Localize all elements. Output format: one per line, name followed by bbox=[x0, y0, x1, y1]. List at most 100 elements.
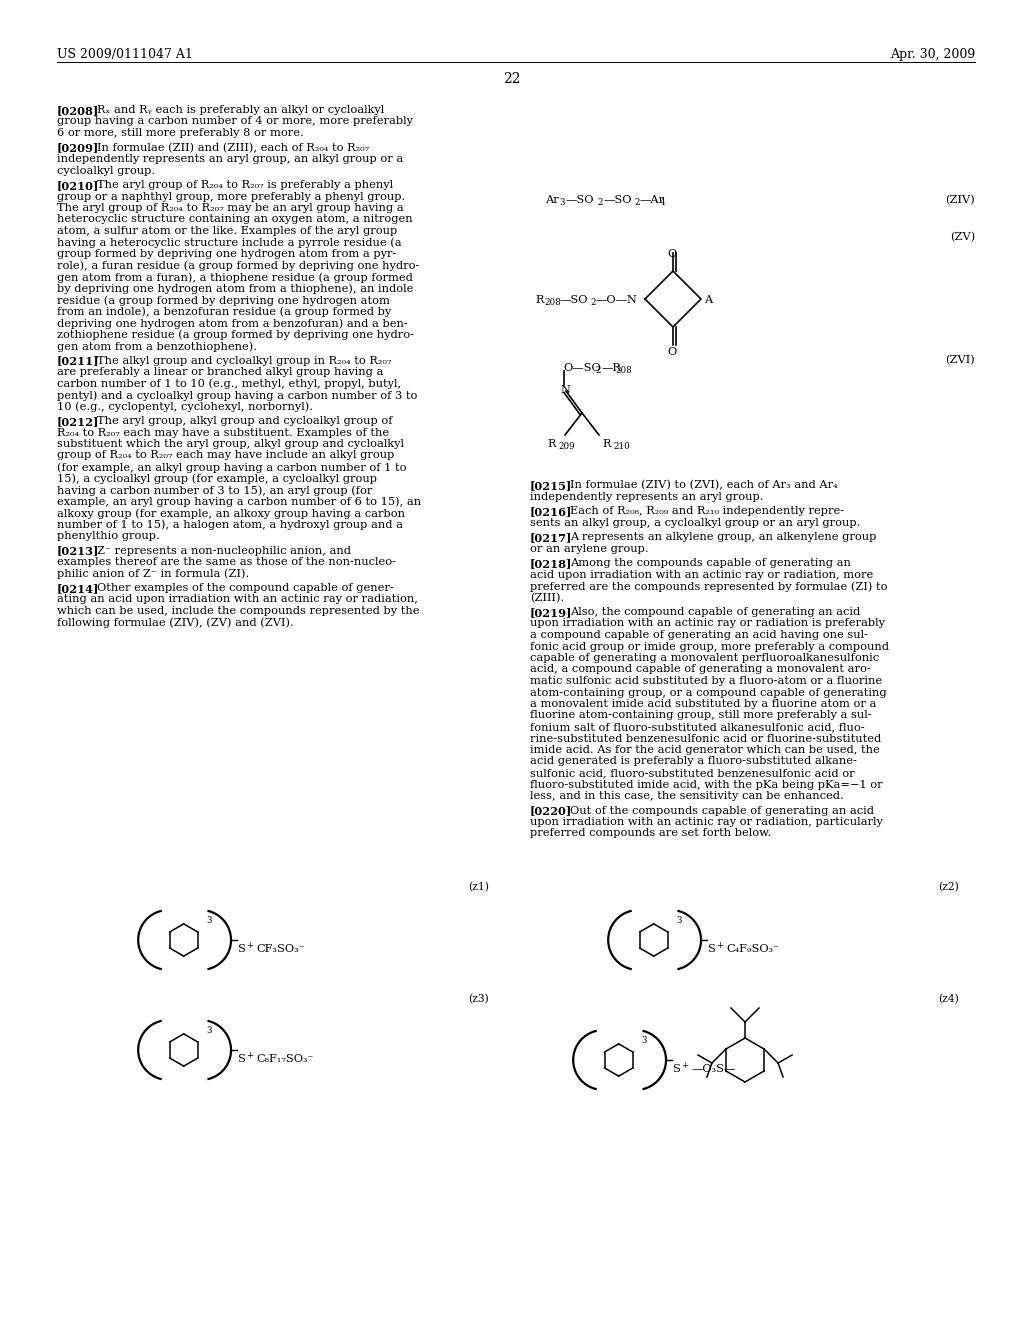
Text: imide acid. As for the acid generator which can be used, the: imide acid. As for the acid generator wh… bbox=[530, 744, 880, 755]
Text: depriving one hydrogen atom from a benzofuran) and a ben-: depriving one hydrogen atom from a benzo… bbox=[57, 318, 408, 329]
Text: O—SO: O—SO bbox=[563, 363, 601, 374]
Text: 208: 208 bbox=[615, 366, 632, 375]
Text: (for example, an alkyl group having a carbon number of 1 to: (for example, an alkyl group having a ca… bbox=[57, 462, 407, 473]
Text: 22: 22 bbox=[503, 73, 521, 86]
Text: fonium salt of fluoro-substituted alkanesulfonic acid, fluo-: fonium salt of fluoro-substituted alkane… bbox=[530, 722, 864, 733]
Text: (z3): (z3) bbox=[468, 994, 488, 1005]
Text: 15), a cycloalkyl group (for example, a cycloalkyl group: 15), a cycloalkyl group (for example, a … bbox=[57, 474, 377, 484]
Text: from an indole), a benzofuran residue (a group formed by: from an indole), a benzofuran residue (a… bbox=[57, 306, 391, 317]
Text: capable of generating a monovalent perfluoroalkanesulfonic: capable of generating a monovalent perfl… bbox=[530, 653, 880, 663]
Text: In formulae (ZIV) to (ZVI), each of Ar₃ and Ar₄: In formulae (ZIV) to (ZVI), each of Ar₃ … bbox=[570, 480, 838, 490]
Text: R: R bbox=[535, 294, 544, 305]
Text: are preferably a linear or branched alkyl group having a: are preferably a linear or branched alky… bbox=[57, 367, 383, 378]
Text: US 2009/0111047 A1: US 2009/0111047 A1 bbox=[57, 48, 193, 61]
Text: or an arylene group.: or an arylene group. bbox=[530, 544, 648, 553]
Text: ating an acid upon irradiation with an actinic ray or radiation,: ating an acid upon irradiation with an a… bbox=[57, 594, 418, 605]
Text: [0212]: [0212] bbox=[57, 416, 99, 426]
Text: 3: 3 bbox=[677, 916, 682, 925]
Text: fonic acid group or imide group, more preferably a compound: fonic acid group or imide group, more pr… bbox=[530, 642, 889, 652]
Text: [0220]: [0220] bbox=[530, 805, 572, 817]
Text: atom-containing group, or a compound capable of generating: atom-containing group, or a compound cap… bbox=[530, 688, 887, 697]
Text: pentyl) and a cycloalkyl group having a carbon number of 3 to: pentyl) and a cycloalkyl group having a … bbox=[57, 389, 418, 400]
Text: (ZV): (ZV) bbox=[949, 232, 975, 243]
Text: S: S bbox=[238, 944, 246, 954]
Text: group having a carbon number of 4 or more, more preferably: group having a carbon number of 4 or mor… bbox=[57, 116, 413, 127]
Text: The aryl group of R₂₀₄ to R₂₀₇ is preferably a phenyl: The aryl group of R₂₀₄ to R₂₀₇ is prefer… bbox=[97, 180, 393, 190]
Text: acid generated is preferably a fluoro-substituted alkane-: acid generated is preferably a fluoro-su… bbox=[530, 756, 857, 767]
Text: carbon number of 1 to 10 (e.g., methyl, ethyl, propyl, butyl,: carbon number of 1 to 10 (e.g., methyl, … bbox=[57, 379, 401, 389]
Text: gen atom from a furan), a thiophene residue (a group formed: gen atom from a furan), a thiophene resi… bbox=[57, 272, 413, 282]
Text: R: R bbox=[547, 440, 555, 449]
Text: 4: 4 bbox=[660, 198, 666, 207]
Text: 2: 2 bbox=[590, 298, 596, 308]
Text: 2: 2 bbox=[597, 198, 602, 207]
Text: examples thereof are the same as those of the non-nucleo-: examples thereof are the same as those o… bbox=[57, 557, 396, 568]
Text: C₈F₁₇SO₃⁻: C₈F₁₇SO₃⁻ bbox=[256, 1053, 313, 1064]
Text: Other examples of the compound capable of gener-: Other examples of the compound capable o… bbox=[97, 583, 394, 593]
Text: S: S bbox=[673, 1064, 681, 1074]
Text: fluoro-substituted imide acid, with the pKa being pKa=−1 or: fluoro-substituted imide acid, with the … bbox=[530, 780, 883, 789]
Text: +: + bbox=[246, 941, 253, 950]
Text: [0211]: [0211] bbox=[57, 355, 99, 367]
Text: R₂₀₄ to R₂₀₇ each may have a substituent. Examples of the: R₂₀₄ to R₂₀₇ each may have a substituent… bbox=[57, 428, 389, 437]
Text: a compound capable of generating an acid having one sul-: a compound capable of generating an acid… bbox=[530, 630, 868, 640]
Text: group or a naphthyl group, more preferably a phenyl group.: group or a naphthyl group, more preferab… bbox=[57, 191, 406, 202]
Text: O: O bbox=[668, 249, 677, 259]
Text: A represents an alkylene group, an alkenylene group: A represents an alkylene group, an alken… bbox=[570, 532, 877, 543]
Text: C₄F₉SO₃⁻: C₄F₉SO₃⁻ bbox=[726, 944, 779, 954]
Text: acid, a compound capable of generating a monovalent aro-: acid, a compound capable of generating a… bbox=[530, 664, 870, 675]
Text: Z⁻ represents a non-nucleophilic anion, and: Z⁻ represents a non-nucleophilic anion, … bbox=[97, 545, 351, 556]
Text: (z1): (z1) bbox=[468, 882, 489, 892]
Text: upon irradiation with an actinic ray or radiation is preferably: upon irradiation with an actinic ray or … bbox=[530, 619, 885, 628]
Text: independently represents an aryl group, an alkyl group or a: independently represents an aryl group, … bbox=[57, 154, 403, 164]
Text: rine-substituted benzenesulfonic acid or fluorine-substituted: rine-substituted benzenesulfonic acid or… bbox=[530, 734, 882, 743]
Text: The alkyl group and cycloalkyl group in R₂₀₄ to R₂₀₇: The alkyl group and cycloalkyl group in … bbox=[97, 355, 391, 366]
Text: (ZIII).: (ZIII). bbox=[530, 593, 564, 603]
Text: 3: 3 bbox=[642, 1036, 647, 1045]
Text: by depriving one hydrogen atom from a thiophene), an indole: by depriving one hydrogen atom from a th… bbox=[57, 284, 414, 294]
Text: (z4): (z4) bbox=[938, 994, 958, 1005]
Text: [0216]: [0216] bbox=[530, 506, 572, 517]
Text: (ZIV): (ZIV) bbox=[945, 195, 975, 206]
Text: substituent which the aryl group, alkyl group and cycloalkyl: substituent which the aryl group, alkyl … bbox=[57, 440, 404, 449]
Text: group formed by depriving one hydrogen atom from a pyr-: group formed by depriving one hydrogen a… bbox=[57, 249, 396, 259]
Text: a monovalent imide acid substituted by a fluorine atom or a: a monovalent imide acid substituted by a… bbox=[530, 700, 877, 709]
Text: O: O bbox=[668, 347, 677, 356]
Text: (ZVI): (ZVI) bbox=[945, 355, 975, 366]
Text: Rₓ and Rᵧ each is preferably an alkyl or cycloalkyl: Rₓ and Rᵧ each is preferably an alkyl or… bbox=[97, 106, 384, 115]
Text: 6 or more, still more preferably 8 or more.: 6 or more, still more preferably 8 or mo… bbox=[57, 128, 304, 139]
Text: matic sulfonic acid substituted by a fluoro-atom or a fluorine: matic sulfonic acid substituted by a flu… bbox=[530, 676, 882, 686]
Text: 3: 3 bbox=[559, 198, 564, 207]
Text: independently represents an aryl group.: independently represents an aryl group. bbox=[530, 491, 764, 502]
Text: (z2): (z2) bbox=[938, 882, 958, 892]
Text: acid upon irradiation with an actinic ray or radiation, more: acid upon irradiation with an actinic ra… bbox=[530, 569, 873, 579]
Text: preferred compounds are set forth below.: preferred compounds are set forth below. bbox=[530, 829, 771, 838]
Text: CF₃SO₃⁻: CF₃SO₃⁻ bbox=[256, 944, 305, 954]
Text: which can be used, include the compounds represented by the: which can be used, include the compounds… bbox=[57, 606, 420, 616]
Text: following formulae (ZIV), (ZV) and (ZVI).: following formulae (ZIV), (ZV) and (ZVI)… bbox=[57, 618, 294, 628]
Text: having a carbon number of 3 to 15), an aryl group (for: having a carbon number of 3 to 15), an a… bbox=[57, 484, 373, 495]
Text: A: A bbox=[705, 294, 713, 305]
Text: —O—N: —O—N bbox=[596, 294, 638, 305]
Text: phenylthio group.: phenylthio group. bbox=[57, 531, 160, 541]
Text: cycloalkyl group.: cycloalkyl group. bbox=[57, 165, 155, 176]
Text: residue (a group formed by depriving one hydrogen atom: residue (a group formed by depriving one… bbox=[57, 294, 390, 305]
Text: preferred are the compounds represented by formulae (ZI) to: preferred are the compounds represented … bbox=[530, 581, 888, 591]
Text: +: + bbox=[716, 941, 723, 950]
Text: sulfonic acid, fluoro-substituted benzenesulfonic acid or: sulfonic acid, fluoro-substituted benzen… bbox=[530, 768, 855, 777]
Text: S: S bbox=[238, 1053, 246, 1064]
Text: —SO: —SO bbox=[603, 195, 632, 205]
Text: —O₃S—: —O₃S— bbox=[691, 1064, 735, 1074]
Text: R: R bbox=[602, 440, 610, 449]
Text: [0213]: [0213] bbox=[57, 545, 99, 557]
Text: —R: —R bbox=[601, 363, 621, 374]
Text: —SO: —SO bbox=[566, 195, 595, 205]
Text: Also, the compound capable of generating an acid: Also, the compound capable of generating… bbox=[570, 607, 860, 616]
Text: [0215]: [0215] bbox=[530, 480, 572, 491]
Text: less, and in this case, the sensitivity can be enhanced.: less, and in this case, the sensitivity … bbox=[530, 791, 844, 801]
Text: Out of the compounds capable of generating an acid: Out of the compounds capable of generati… bbox=[570, 805, 874, 816]
Text: Apr. 30, 2009: Apr. 30, 2009 bbox=[890, 48, 975, 61]
Text: Each of R₂₀₈, R₂₀₉ and R₂₁₀ independently repre-: Each of R₂₀₈, R₂₀₉ and R₂₁₀ independentl… bbox=[570, 506, 844, 516]
Text: atom, a sulfur atom or the like. Examples of the aryl group: atom, a sulfur atom or the like. Example… bbox=[57, 226, 397, 236]
Text: [0219]: [0219] bbox=[530, 607, 572, 618]
